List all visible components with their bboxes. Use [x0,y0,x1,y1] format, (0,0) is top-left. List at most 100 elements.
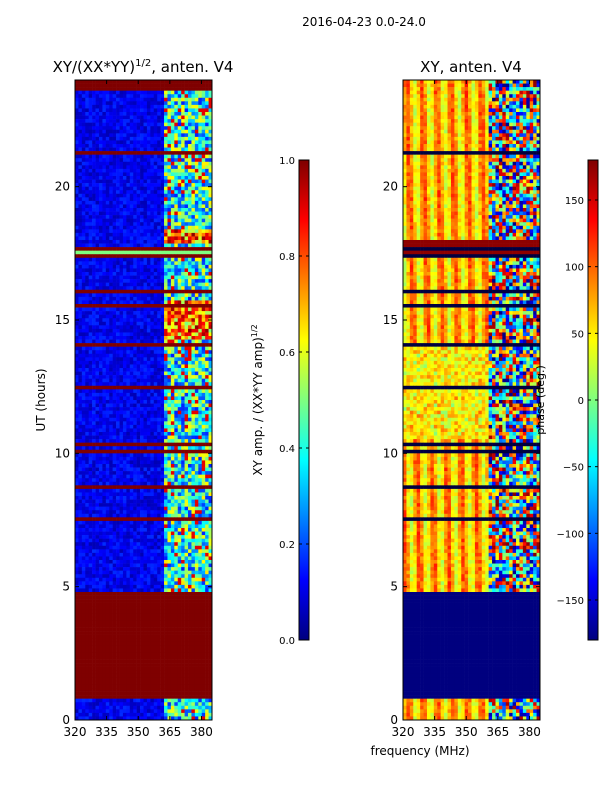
left-heat-cell [85,353,89,358]
left-heat-cell [140,232,144,237]
left-heat-cell [81,190,86,195]
left-heat-cell [92,314,96,319]
left-heat-cell [170,243,175,248]
left-heat-cell [198,190,203,195]
left-heat-cell [201,112,206,116]
left-heat-cell [184,485,189,490]
left-heat-cell [174,236,179,241]
left-heat-cell [170,179,175,184]
left-heat-cell [153,200,158,205]
left-heat-cell [170,474,175,479]
left-heat-cell [109,204,113,209]
left-heat-cell [98,478,103,483]
left-heat-cell [116,129,120,134]
left-heat-cell [116,119,120,123]
left-heat-cell [119,254,124,259]
left-heat-cell [109,368,113,372]
left-heat-cell [75,364,79,369]
left-heat-cell [95,485,100,490]
left-heat-cell [98,275,103,280]
left-heat-cell [112,428,117,433]
left-heat-cell [188,144,192,148]
left-heat-cell [126,311,131,315]
left-heat-cell [98,119,103,123]
left-heat-cell [133,410,137,415]
left-heat-cell [88,400,93,404]
left-heat-cell [109,407,113,411]
left-heat-cell [146,410,151,415]
left-heat-cell [205,304,209,308]
left-heat-cell [146,439,151,443]
left-heat-cell [150,396,155,401]
left-heat-row [75,193,212,198]
left-heat-cell [105,247,110,251]
left-heat-cell [116,133,120,138]
left-heat-cell [105,104,110,109]
left-heat-cell [181,232,185,237]
left-heat-cell [181,442,185,447]
left-heat-cell [208,179,212,184]
left-heat-cell [191,243,196,248]
left-heat-cell [160,346,165,351]
left-heat-cell [157,350,161,355]
left-heat-cell [136,176,141,180]
left-heat-cell [78,204,83,209]
left-heat-cell [102,432,107,436]
left-heat-cell [150,435,155,440]
left-heat-cell [81,254,86,259]
left-heat-cell [136,261,141,266]
left-heat-cell [102,325,107,330]
left-heat-cell [188,97,192,102]
left-heat-cell [153,414,158,419]
left-heat-cell [143,421,148,426]
left-heat-cell [98,158,103,163]
left-heat-cell [194,87,199,91]
left-heat-cell [188,456,192,461]
left-heat-cell [109,126,113,131]
left-heat-cell [194,371,199,376]
left-heat-cell [119,272,124,276]
left-heat-cell [112,80,117,84]
left-heat-cell [160,424,165,429]
left-heat-cell [109,428,113,433]
left-heat-cell [191,208,196,212]
left-heat-cell [109,133,113,138]
left-heat-cell [184,442,189,447]
left-heat-cell [88,87,93,91]
left-heat-cell [174,510,179,515]
left-heat-cell [184,147,189,152]
left-heat-cell [136,392,141,397]
left-heat-cell [126,300,131,305]
left-heat-cell [181,481,185,486]
left-heat-cell [75,481,79,486]
left-heat-cell [116,336,120,340]
left-heat-cell [98,474,103,479]
left-heat-cell [167,200,172,205]
left-heat-cell [160,407,165,411]
left-heat-cell [105,275,110,280]
left-heat-cell [136,229,141,234]
left-heat-cell [194,179,199,184]
left-heat-cell [81,488,86,493]
left-heat-cell [174,133,179,138]
left-heat-cell [174,172,179,177]
left-heat-cell [170,492,175,497]
left-heat-cell [201,108,206,113]
left-heat-cell [150,215,155,219]
left-heat-cell [153,136,158,141]
left-heat-cell [126,375,131,379]
left-heat-cell [81,460,86,465]
left-heat-cell [81,282,86,287]
left-heat-cell [85,80,89,84]
left-heat-cell [191,240,196,244]
left-heat-cell [129,279,134,283]
left-heat-cell [150,240,155,244]
left-heat-cell [122,151,127,155]
left-heat-cell [191,229,196,234]
left-heat-cell [112,328,117,333]
left-heat-cell [116,108,120,113]
left-heat-row [75,279,212,283]
left-heat-cell [177,147,182,152]
left-heat-cell [95,314,100,319]
left-heat-cell [140,449,144,454]
